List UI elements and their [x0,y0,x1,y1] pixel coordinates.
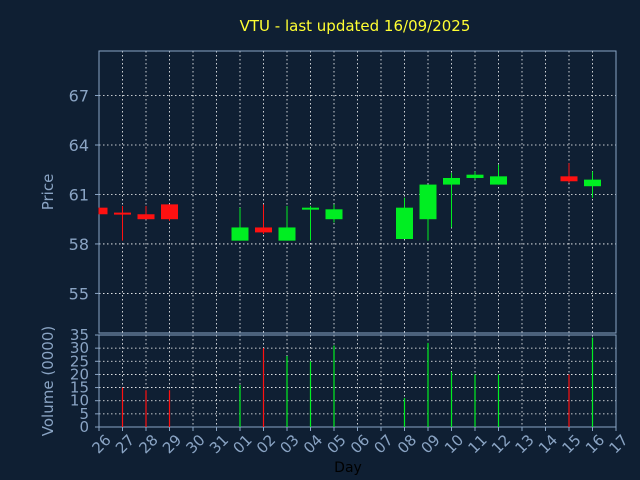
candle-body [137,214,155,220]
x-tick-label: 08 [394,431,420,457]
candle-body [114,212,131,215]
candle [325,204,343,223]
price-y-tick-label: 61 [69,185,89,204]
volume-y-tick-label: 20 [70,365,89,383]
candle [137,206,155,220]
volume-y-tick-label: 25 [70,352,89,370]
candle-body [278,227,296,241]
price-y-tick-label: 67 [69,87,89,106]
x-tick-label: 30 [183,431,209,457]
candle-body [584,179,601,187]
x-axis-label: Day [334,460,362,476]
candle-body [443,177,460,185]
x-tick-label: 01 [230,431,256,457]
candle-body [560,176,578,182]
x-tick-labels: 2627282930310102030405060708091011121314… [89,427,632,457]
x-tick-label: 05 [324,431,350,457]
candle-body [419,184,437,220]
x-tick-label: 13 [512,431,538,457]
volume-y-tick-label: 0 [79,418,89,436]
candle-body [255,227,272,233]
candle [255,204,272,235]
candle-body [161,204,178,220]
candle-body [325,209,343,220]
candle-body [466,174,484,178]
x-tick-label: 03 [277,431,303,457]
x-tick-label: 14 [535,431,561,457]
candle-body [490,176,507,185]
x-tick-label: 09 [418,431,444,457]
candle [231,207,249,241]
volume-y-tick-label: 15 [70,379,89,397]
x-tick-label: 07 [371,431,397,457]
volume-y-tick-label: 10 [70,392,89,410]
candle [584,171,601,198]
x-tick-label: 12 [488,431,514,457]
candle [114,206,131,241]
x-tick-label: 04 [300,431,326,457]
volume-y-tick-label: 30 [70,339,89,357]
candle [443,173,460,228]
candle [419,184,437,241]
x-tick-label: 31 [206,431,232,457]
x-tick-label: 16 [582,431,608,457]
x-tick-label: 11 [465,431,491,457]
candle [490,164,507,185]
candle-body [396,207,413,239]
volume-y-tick-label: 35 [70,326,89,344]
price-y-tick-label: 64 [69,136,89,155]
candle [98,207,108,215]
candle [161,204,178,221]
x-tick-label: 27 [112,431,138,457]
chart-title: VTU - last updated 16/09/2025 [240,17,471,35]
x-tick-label: 29 [159,431,185,457]
candle [278,206,296,241]
x-tick-label: 10 [441,431,467,457]
candle-body [302,207,319,210]
volume-axis-label: Volume (0000) [39,326,57,436]
volume-y-tick-label: 5 [79,405,89,423]
x-tick-label: 06 [347,431,373,457]
x-tick-label: 15 [559,431,585,457]
candle-body [99,207,108,215]
price-y-tick-label: 55 [69,284,89,303]
candle [466,171,484,180]
volume-frame [98,334,617,428]
candle [560,163,578,183]
price-axis-label: Price [39,174,57,211]
x-tick-label: 26 [89,431,115,457]
price-frame [98,50,617,334]
price-y-tick-label: 58 [69,235,89,254]
candle [396,197,413,239]
price-panel: 55 58 61 64 67 [69,50,617,334]
candle-body [231,227,249,241]
x-tick-label: 17 [606,431,632,457]
candle [302,206,319,241]
x-tick-label: 28 [136,431,162,457]
x-tick-label: 02 [253,431,279,457]
